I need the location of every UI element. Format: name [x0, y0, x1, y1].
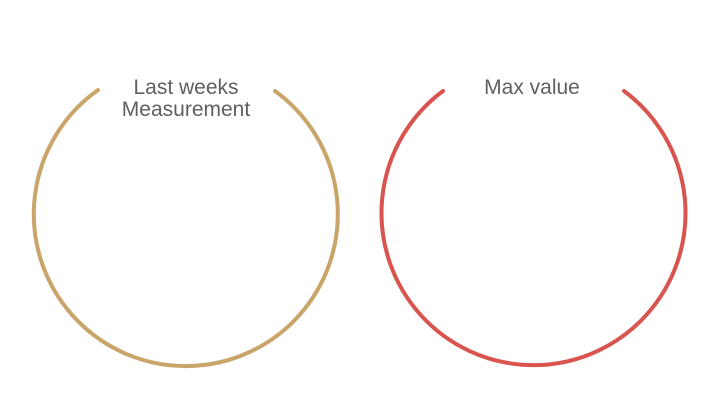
ring-last-weeks: Last weeks Measurement	[31, 76, 340, 369]
ring-last-weeks-label-line-1: Last weeks	[133, 76, 238, 99]
ring-max-value-arc	[379, 89, 688, 368]
ring-last-weeks-label-line-2: Measurement	[122, 98, 251, 121]
ring-max-value: Max value	[379, 76, 688, 368]
ring-max-value-label: Max value	[484, 76, 580, 99]
ring-last-weeks-arc	[31, 88, 340, 369]
